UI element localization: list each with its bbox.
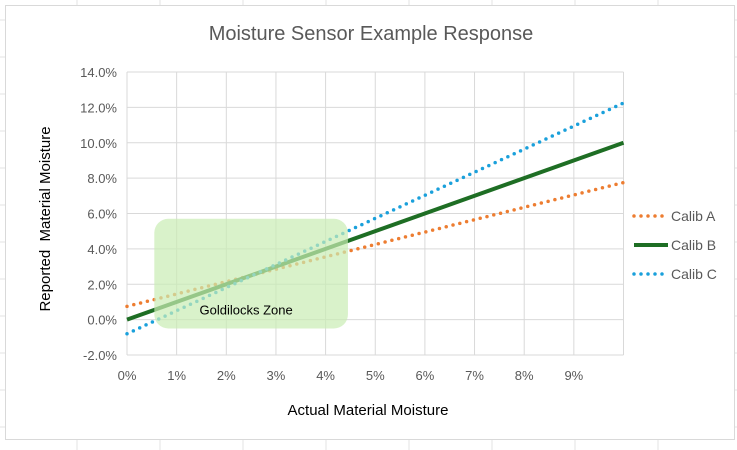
x-axis-label: Actual Material Moisture	[288, 402, 449, 419]
x-tick-label: 0%	[118, 368, 137, 383]
chart-title: Moisture Sensor Example Response	[209, 23, 534, 45]
legend-label: Calib B	[671, 237, 716, 253]
x-tick-label: 6%	[416, 368, 435, 383]
chart-svg: Moisture Sensor Example Response Actual …	[37, 23, 717, 419]
x-tick-label: 4%	[316, 368, 335, 383]
x-tick-label: 9%	[564, 368, 583, 383]
y-tick-label: 4.0%	[87, 242, 117, 257]
zone-label: Goldilocks Zone	[200, 302, 293, 317]
x-tick-label: 1%	[167, 368, 186, 383]
chart-area[interactable]: Moisture Sensor Example Response Actual …	[5, 5, 735, 440]
x-tick-label: 5%	[366, 368, 385, 383]
y-tick-label: -2.0%	[83, 348, 117, 363]
y-axis-label: Reported Material Moisture	[37, 126, 54, 311]
y-tick-label: 6.0%	[87, 207, 117, 222]
legend-item[interactable]: Calib C	[632, 266, 717, 282]
legend-label: Calib A	[671, 208, 716, 224]
y-tick-label: 8.0%	[87, 171, 117, 186]
y-tick-label: 14.0%	[80, 65, 117, 80]
legend-item[interactable]: Calib B	[634, 237, 716, 253]
legend-item[interactable]: Calib A	[632, 208, 716, 224]
legend-label: Calib C	[671, 266, 717, 282]
x-tick-label: 2%	[217, 368, 236, 383]
y-tick-label: 0.0%	[87, 313, 117, 328]
y-tick-label: 10.0%	[80, 136, 117, 151]
x-tick-label: 8%	[515, 368, 534, 383]
y-tick-label: 2.0%	[87, 277, 117, 292]
y-tick-label: 12.0%	[80, 100, 117, 115]
x-tick-label: 7%	[465, 368, 484, 383]
x-tick-label: 3%	[267, 368, 286, 383]
goldilocks-zone	[154, 218, 348, 329]
